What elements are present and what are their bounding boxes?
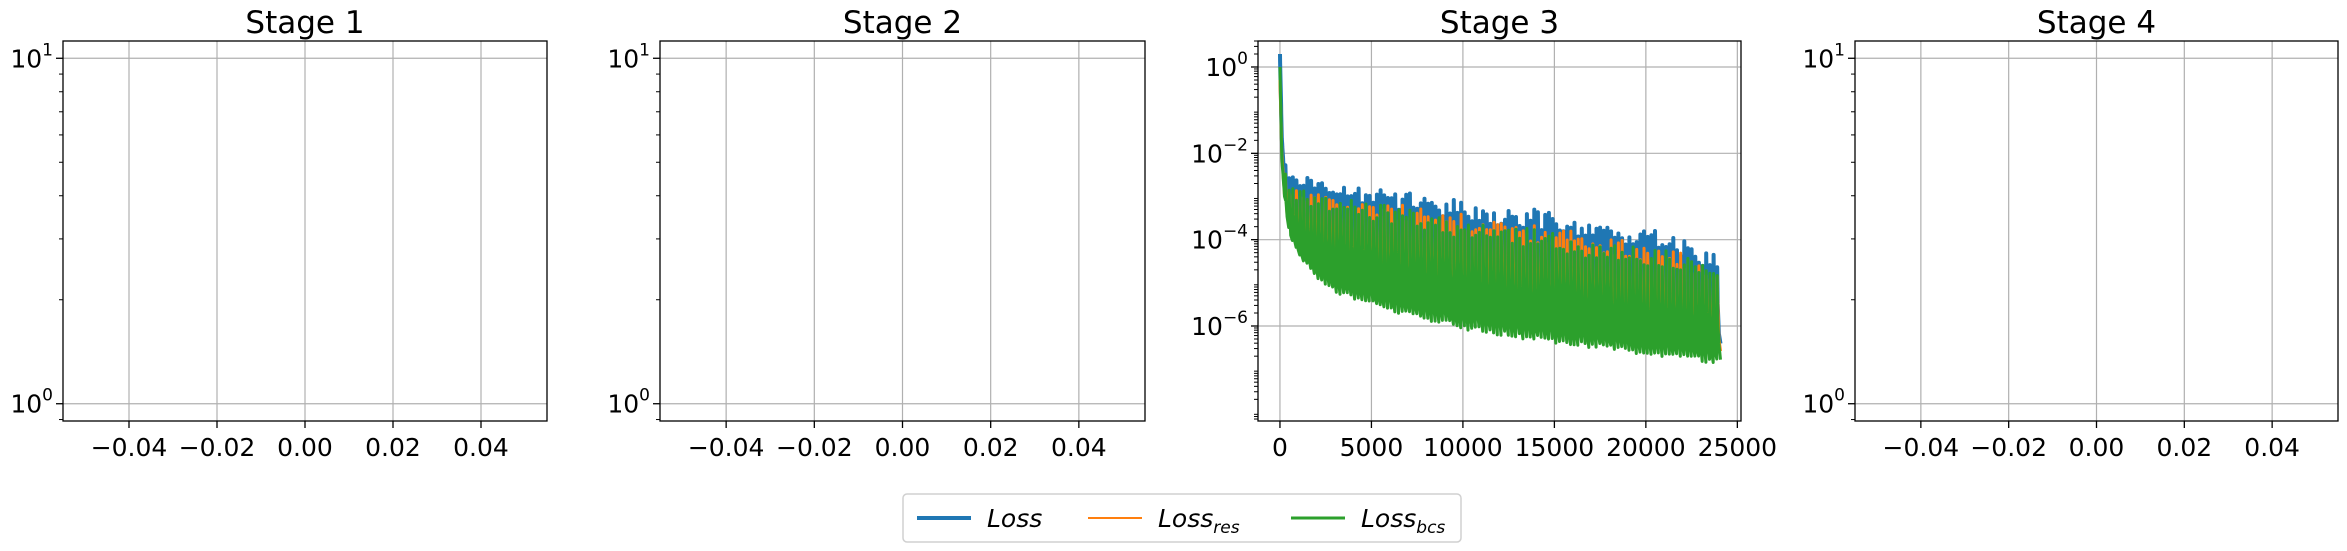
x-tick-label: 25000: [1698, 433, 1778, 462]
y-tick-base: 10: [607, 44, 639, 73]
y-tick-label: 101: [607, 40, 650, 73]
y-tick-label: 10−6: [1191, 308, 1248, 341]
legend-label-subscript: bcs: [1416, 518, 1445, 538]
legend-entry-1: Loss: [917, 504, 1042, 533]
subplot-title: Stage 1: [245, 5, 364, 41]
x-tick-label: 10000: [1423, 433, 1503, 462]
legend-label-base: Loss: [987, 504, 1042, 533]
axes-frame: [1257, 40, 1742, 422]
series-line-loss_bcs: [1278, 66, 1722, 364]
y-tick-base: 10: [1802, 390, 1834, 419]
subplot-title: Stage 3: [1440, 5, 1559, 41]
x-tick-label: 15000: [1515, 433, 1595, 462]
y-tick-exponent: 0: [42, 386, 53, 406]
y-tick-base: 10: [1191, 312, 1223, 341]
x-tick-label: 20000: [1606, 433, 1686, 462]
legend: Loss Lossres Lossbcs: [902, 493, 1462, 543]
y-tick-label: 10−4: [1191, 222, 1248, 255]
legend-label: Lossres: [1158, 504, 1240, 538]
y-tick-base: 10: [10, 44, 42, 73]
y-tick-label: 100: [1205, 49, 1248, 82]
y-tick-label: 10−2: [1191, 135, 1248, 168]
subplot-title: Stage 2: [843, 5, 962, 41]
x-tick-label: 0.04: [2244, 433, 2300, 462]
y-tick-label: 100: [607, 386, 650, 419]
x-tick-label: −0.04: [91, 433, 168, 462]
x-tick-label: −0.02: [776, 433, 853, 462]
y-tick-base: 10: [1191, 139, 1223, 168]
x-tick-label: 0.02: [2156, 433, 2212, 462]
y-tick-label: 101: [1802, 40, 1845, 73]
y-tick-label: 100: [10, 386, 53, 419]
legend-entry-3: Lossbcs: [1291, 504, 1445, 538]
legend-frame: [902, 493, 1462, 543]
x-tick-label: 0.02: [963, 433, 1019, 462]
x-tick-label: 0.04: [453, 433, 509, 462]
y-tick-base: 10: [1802, 44, 1834, 73]
x-tick-label: 0.02: [365, 433, 421, 462]
y-tick-exponent: 1: [639, 40, 650, 60]
legend-label-subscript: res: [1213, 518, 1239, 538]
legend-label-base: Loss: [1361, 504, 1416, 533]
y-tick-exponent: 1: [1834, 40, 1845, 60]
y-tick-exponent: −6: [1223, 308, 1248, 328]
y-tick-exponent: −4: [1223, 222, 1248, 242]
x-tick-label: 0: [1272, 433, 1288, 462]
y-tick-exponent: 0: [1237, 49, 1248, 69]
y-tick-base: 10: [1205, 53, 1237, 82]
y-tick-label: 101: [10, 40, 53, 73]
legend-label: Lossbcs: [1361, 504, 1445, 538]
x-tick-label: −0.04: [1883, 433, 1960, 462]
subplot-3: Stage 30 5000 10000 15000 20000 2500010−610−4…: [1191, 5, 1777, 462]
legend-entry-2: Lossres: [1088, 504, 1240, 538]
legend-label-base: Loss: [1158, 504, 1213, 533]
x-tick-label: −0.04: [688, 433, 765, 462]
x-tick-label: 0.00: [277, 433, 333, 462]
y-tick-label: 100: [1802, 386, 1845, 419]
y-tick-exponent: −2: [1223, 135, 1248, 155]
y-tick-base: 10: [607, 390, 639, 419]
y-tick-exponent: 1: [42, 40, 53, 60]
y-tick-exponent: 0: [1834, 386, 1845, 406]
x-tick-label: 0.00: [2069, 433, 2125, 462]
y-tick-exponent: 0: [639, 386, 650, 406]
x-tick-label: 0.04: [1051, 433, 1107, 462]
x-tick-label: −0.02: [1970, 433, 2047, 462]
subplot-title: Stage 4: [2037, 5, 2156, 41]
y-tick-base: 10: [1191, 226, 1223, 255]
y-tick-base: 10: [10, 390, 42, 419]
legend-label: Loss: [987, 504, 1042, 533]
series-group: [1278, 53, 1723, 364]
x-tick-label: 5000: [1340, 433, 1404, 462]
x-tick-label: 0.00: [875, 433, 931, 462]
x-tick-label: −0.02: [179, 433, 256, 462]
